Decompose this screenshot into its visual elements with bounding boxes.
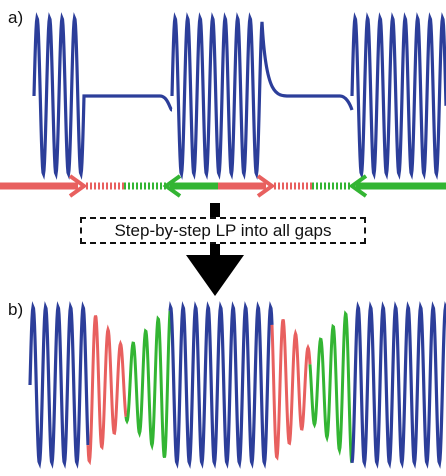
backward-fill-b1 bbox=[124, 310, 172, 458]
caption-box: Step-by-step LP into all gaps bbox=[80, 217, 366, 244]
signal-segment-a2 bbox=[170, 12, 354, 180]
signal-segment-b2 bbox=[168, 301, 274, 469]
backward-arrow-head-2 bbox=[348, 174, 368, 198]
panel-b-label: b) bbox=[8, 300, 24, 319]
panel-a-signal bbox=[32, 12, 446, 180]
forward-fill-b2 bbox=[270, 319, 312, 461]
panel-a-label: a) bbox=[8, 8, 24, 27]
signal-segment-b1 bbox=[28, 301, 90, 469]
prediction-arrows bbox=[0, 174, 446, 198]
panel-b-signal bbox=[28, 301, 446, 469]
forward-arrow-head-1 bbox=[68, 174, 88, 198]
backward-fill-b2 bbox=[308, 310, 354, 464]
forward-fill-b1 bbox=[86, 315, 128, 466]
signal-segment-a3 bbox=[350, 12, 446, 180]
caption-text: Step-by-step LP into all gaps bbox=[114, 220, 332, 240]
process-arrow-head bbox=[186, 255, 244, 296]
backward-arrow-head-1 bbox=[162, 174, 182, 198]
signal-segment-b3 bbox=[350, 301, 446, 469]
forward-arrow-head-2 bbox=[256, 174, 276, 198]
signal-segment-a1 bbox=[32, 12, 174, 180]
